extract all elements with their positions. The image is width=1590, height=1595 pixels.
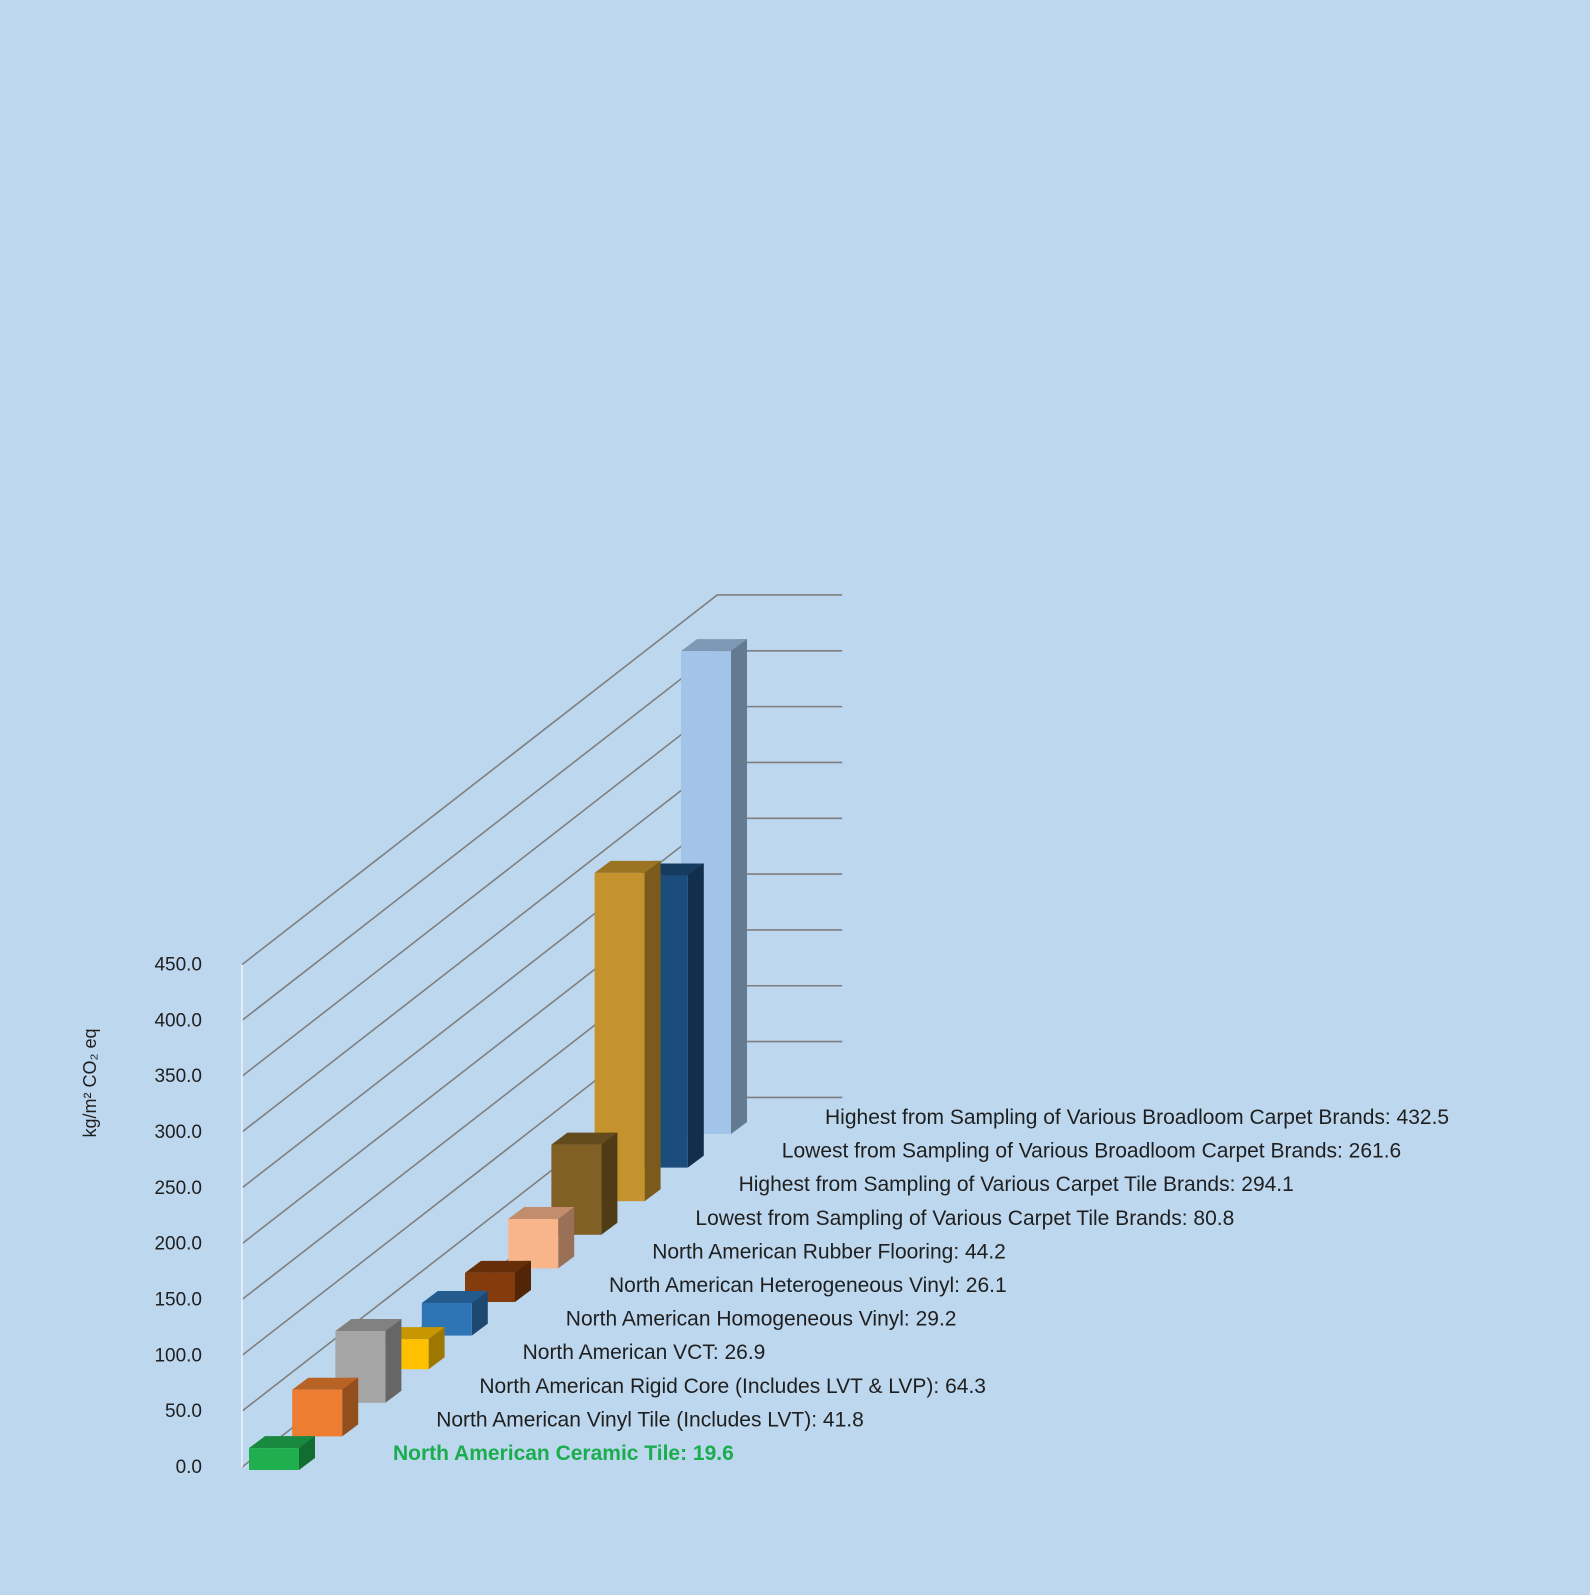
- bar-label: North American Rubber Flooring: 44.2: [652, 1240, 1006, 1263]
- bar: [551, 1132, 618, 1235]
- bar-label: North American Vinyl Tile (Includes LVT)…: [436, 1408, 864, 1431]
- y-tick-label: 150.0: [154, 1290, 202, 1311]
- bar-label: North American Homogeneous Vinyl: 29.2: [566, 1308, 957, 1331]
- bar-top: [508, 1207, 575, 1220]
- y-tick-label: 400.0: [154, 1010, 202, 1031]
- y-tick-label: 250.0: [154, 1178, 202, 1199]
- bar-top: [551, 1132, 618, 1145]
- bar-front: [292, 1389, 343, 1437]
- bar-top: [249, 1436, 315, 1449]
- y-tick-label: 0.0: [176, 1457, 202, 1478]
- y-tick-labels: 0.0 50.0 100.0 150.0 200.0 250.0 300.0 350.0 400…: [154, 955, 202, 1478]
- bar-label: Lowest from Sampling of Various Carpet T…: [695, 1207, 1234, 1230]
- bar-side: [385, 1319, 402, 1403]
- bar-label: North American Rigid Core (Includes LVT …: [479, 1375, 986, 1398]
- bar-side: [428, 1327, 445, 1370]
- bar: [335, 1319, 402, 1403]
- bar-top: [594, 860, 661, 873]
- bar-label: Lowest from Sampling of Various Broadloo…: [782, 1140, 1401, 1163]
- bar: [508, 1207, 575, 1269]
- y-axis-label: kg/m² CO₂ eq: [80, 1028, 100, 1137]
- bar-side: [601, 1132, 618, 1235]
- bar: [292, 1377, 359, 1437]
- bar-top: [335, 1319, 402, 1332]
- bar-side: [644, 860, 661, 1202]
- bar-top: [681, 639, 747, 652]
- y-tick-label: 200.0: [154, 1234, 202, 1255]
- bar-side: [731, 639, 747, 1134]
- bar-layer: [249, 639, 747, 1470]
- bar-top: [421, 1290, 488, 1303]
- bar-label: North American Ceramic Tile: 19.6: [393, 1442, 734, 1465]
- bar-side: [558, 1207, 575, 1269]
- bar: [421, 1290, 488, 1336]
- y-tick-label: 350.0: [154, 1066, 202, 1087]
- bar-top: [465, 1260, 531, 1273]
- bar-side: [687, 863, 704, 1168]
- bar-side: [515, 1260, 531, 1302]
- grid-line: [241, 594, 843, 966]
- grid-layer: [241, 594, 843, 1468]
- y-tick-label: 50.0: [165, 1401, 202, 1422]
- bar-front: [508, 1219, 559, 1269]
- bar-label: Highest from Sampling of Various Carpet …: [739, 1173, 1294, 1196]
- bar-label: North American Heterogeneous Vinyl: 26.1: [609, 1274, 1007, 1297]
- bar: [594, 860, 661, 1202]
- y-tick-label: 300.0: [154, 1122, 202, 1143]
- bar-label: Highest from Sampling of Various Broadlo…: [825, 1106, 1449, 1129]
- y-tick-label: 450.0: [154, 955, 202, 976]
- y-tick-label: 100.0: [154, 1345, 202, 1366]
- bar: [249, 1436, 315, 1470]
- bar-front: [249, 1448, 299, 1470]
- bar-labels: North American Ceramic Tile: 19.6 North A…: [393, 1106, 1449, 1465]
- bar-top: [292, 1377, 359, 1390]
- bar-side: [342, 1377, 359, 1437]
- bar-side: [471, 1290, 488, 1336]
- bar-label: North American VCT: 26.9: [523, 1341, 766, 1364]
